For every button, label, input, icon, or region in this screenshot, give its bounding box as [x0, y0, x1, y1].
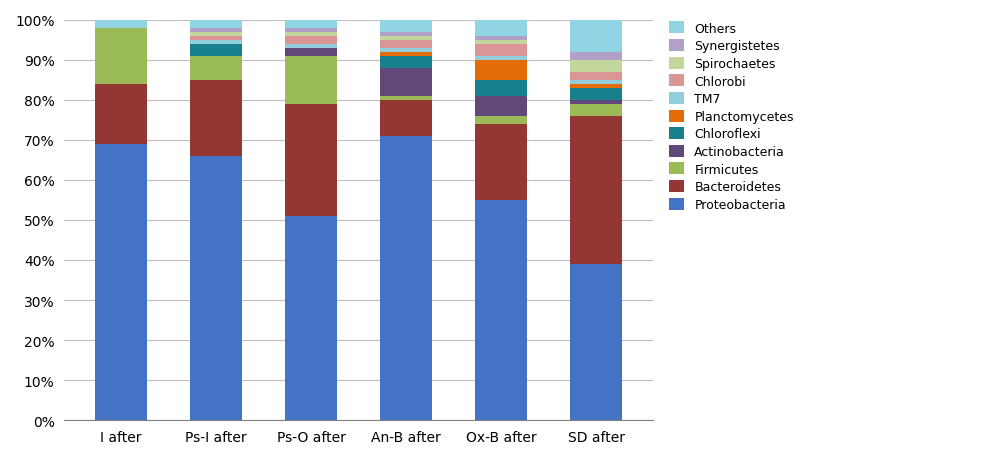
Bar: [474, 61, 527, 80]
Bar: [190, 56, 243, 80]
Bar: [570, 89, 622, 101]
Bar: [190, 33, 243, 36]
Bar: [285, 28, 337, 33]
Bar: [285, 49, 337, 56]
Bar: [190, 28, 243, 33]
Bar: [570, 84, 622, 89]
Bar: [380, 136, 432, 420]
Bar: [285, 45, 337, 49]
Bar: [95, 21, 147, 28]
Bar: [380, 49, 432, 52]
Bar: [474, 56, 527, 61]
Bar: [570, 21, 622, 52]
Bar: [380, 33, 432, 36]
Bar: [190, 157, 243, 420]
Bar: [380, 56, 432, 68]
Bar: [474, 36, 527, 40]
Bar: [190, 21, 243, 28]
Bar: [95, 84, 147, 145]
Bar: [190, 40, 243, 45]
Bar: [380, 96, 432, 101]
Legend: Others, Synergistetes, Spirochaetes, Chlorobi, TM7, Planctomycetes, Chloroflexi,: Others, Synergistetes, Spirochaetes, Chl…: [665, 19, 797, 215]
Bar: [570, 101, 622, 105]
Bar: [285, 33, 337, 36]
Bar: [285, 21, 337, 28]
Bar: [474, 21, 527, 36]
Bar: [570, 52, 622, 61]
Bar: [474, 45, 527, 56]
Bar: [570, 61, 622, 73]
Bar: [95, 145, 147, 420]
Bar: [570, 73, 622, 80]
Bar: [285, 216, 337, 420]
Bar: [474, 96, 527, 117]
Bar: [570, 264, 622, 420]
Bar: [474, 80, 527, 96]
Bar: [380, 52, 432, 56]
Bar: [285, 36, 337, 45]
Bar: [380, 21, 432, 33]
Bar: [570, 117, 622, 264]
Bar: [190, 80, 243, 157]
Bar: [190, 36, 243, 40]
Bar: [474, 40, 527, 45]
Bar: [95, 28, 147, 84]
Bar: [380, 36, 432, 40]
Bar: [570, 105, 622, 117]
Bar: [285, 105, 337, 216]
Bar: [285, 56, 337, 105]
Bar: [380, 68, 432, 96]
Bar: [474, 124, 527, 201]
Bar: [570, 80, 622, 84]
Bar: [380, 40, 432, 49]
Bar: [380, 101, 432, 136]
Bar: [190, 45, 243, 56]
Bar: [474, 201, 527, 420]
Bar: [474, 117, 527, 124]
